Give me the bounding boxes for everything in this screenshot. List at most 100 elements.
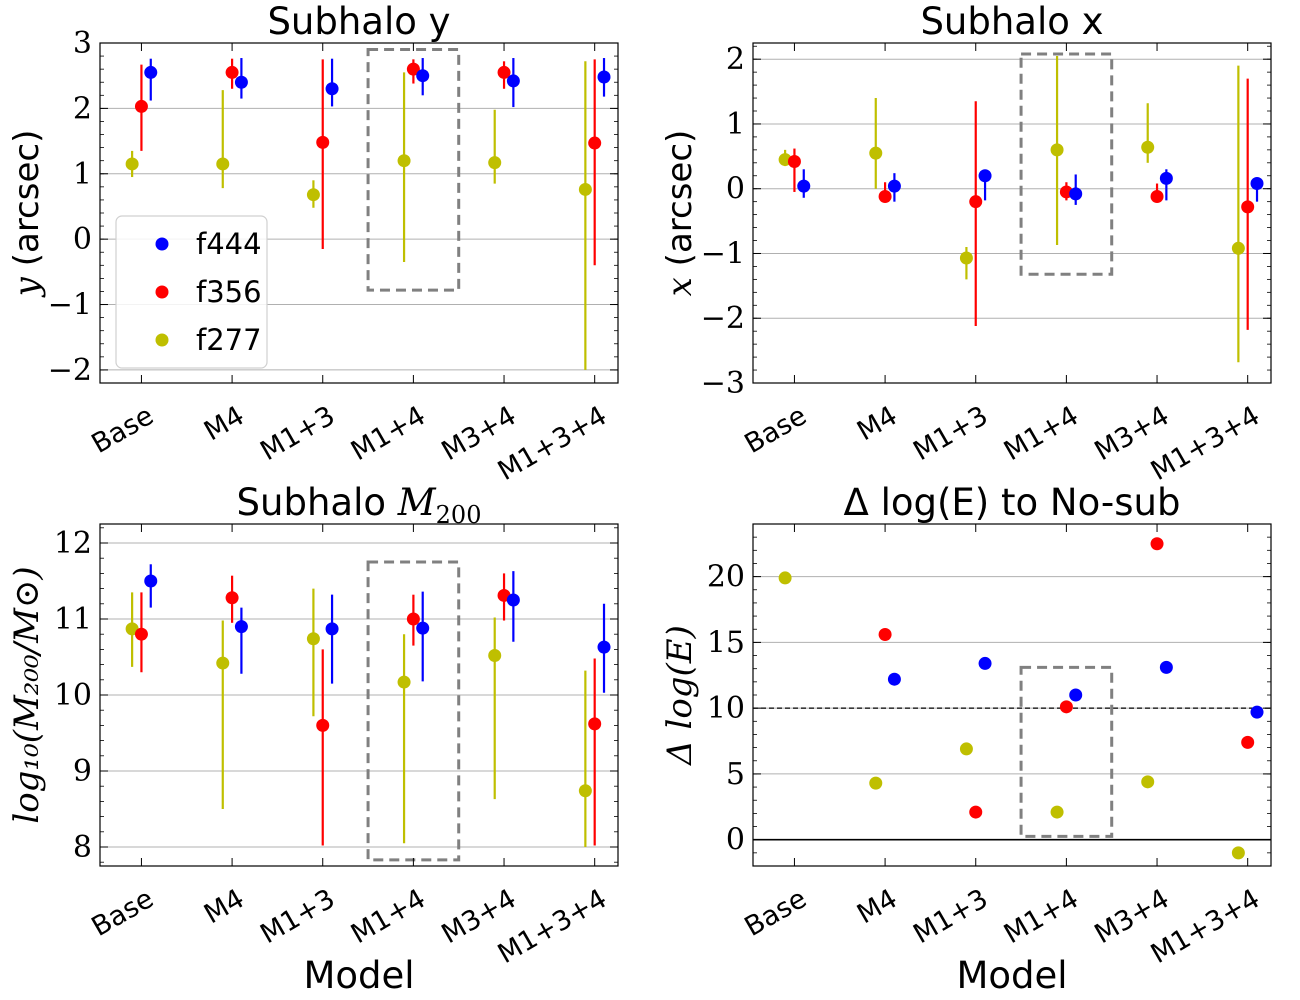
- point-f277: [1231, 846, 1245, 860]
- x-axis-label: Model: [956, 954, 1067, 997]
- ytick-label: 8: [73, 830, 92, 865]
- ytick-label: 20: [707, 560, 745, 595]
- highlight-box: [1019, 52, 1114, 276]
- legend-box: [115, 215, 268, 369]
- axes-frame: [752, 42, 1272, 384]
- point-f277: [125, 157, 139, 171]
- category-label: Base: [739, 883, 811, 943]
- point-f356: [878, 627, 892, 641]
- ytick-label: 11: [54, 602, 92, 637]
- point-f356: [1150, 189, 1164, 203]
- point-f356: [1241, 200, 1255, 214]
- ytick-label: −3: [701, 366, 745, 401]
- point-f444: [597, 640, 611, 654]
- point-f444: [1069, 187, 1083, 201]
- point-f356: [134, 99, 148, 113]
- category-label: Base: [86, 883, 158, 943]
- point-f444: [234, 620, 248, 634]
- point-f277: [216, 157, 230, 171]
- point-f277: [1050, 143, 1064, 157]
- legend-label-f444: f444: [196, 227, 262, 261]
- point-f444: [1069, 688, 1083, 702]
- highlight-box: [1019, 665, 1114, 838]
- point-f356: [225, 65, 239, 79]
- point-f444: [144, 574, 158, 588]
- ytick-label: 0: [726, 172, 745, 207]
- point-f444: [978, 656, 992, 670]
- point-f356: [406, 612, 420, 626]
- point-f444: [887, 672, 901, 686]
- point-f356: [878, 189, 892, 203]
- point-f356: [588, 717, 602, 731]
- ytick-label: 9: [73, 754, 92, 789]
- category-label: M1+4: [999, 883, 1084, 950]
- point-f444: [506, 593, 520, 607]
- ytick-label: 0: [73, 222, 92, 257]
- point-f444: [325, 82, 339, 96]
- point-f444: [597, 70, 611, 84]
- category-label: M1+3: [908, 883, 993, 950]
- legend-marker-f356: [155, 285, 169, 299]
- chart-title: Subhalo M200: [237, 481, 482, 529]
- point-f277: [578, 182, 592, 196]
- point-f277: [397, 675, 411, 689]
- y-axis-label: Δ log(E): [660, 625, 700, 767]
- point-f277: [306, 632, 320, 646]
- point-f444: [797, 179, 811, 193]
- category-label: M1+3: [908, 400, 993, 467]
- point-f356: [316, 718, 330, 732]
- point-f356: [134, 627, 148, 641]
- point-f356: [969, 805, 983, 819]
- category-label: M1+4: [999, 400, 1084, 467]
- ytick-label: 15: [707, 625, 745, 660]
- point-f277: [1141, 775, 1155, 789]
- legend-label-f356: f356: [196, 275, 262, 309]
- point-f277: [397, 154, 411, 168]
- ytick-label: 12: [54, 526, 92, 561]
- category-label: M1+4: [346, 883, 431, 950]
- point-f444: [1250, 705, 1264, 719]
- category-label: M4: [852, 883, 903, 930]
- category-label: M1+4: [346, 400, 431, 467]
- point-f356: [588, 136, 602, 150]
- point-f277: [959, 742, 973, 756]
- point-f444: [1159, 171, 1173, 185]
- point-f356: [1241, 735, 1255, 749]
- axes-frame: [752, 523, 1272, 867]
- legend: f444 f356 f277: [115, 215, 268, 369]
- category-label: Base: [739, 400, 811, 460]
- point-f444: [887, 179, 901, 193]
- point-f444: [416, 621, 430, 635]
- highlight-box: [366, 48, 461, 292]
- chart-title: Δ log(E) to No-sub: [844, 481, 1181, 524]
- point-f277: [578, 784, 592, 798]
- point-f277: [869, 146, 883, 160]
- point-f277: [778, 571, 792, 585]
- category-label: M4: [199, 400, 250, 447]
- point-f277: [959, 251, 973, 265]
- y-axis-label: log₁₀(M₂₀₀/M⊙): [7, 566, 47, 823]
- point-f277: [1050, 805, 1064, 819]
- point-f277: [488, 156, 502, 170]
- ytick-label: 10: [54, 678, 92, 713]
- ytick-label: 10: [707, 691, 745, 726]
- y-axis-label: y (arcsec): [7, 130, 47, 299]
- ytick-label: −1: [701, 236, 745, 271]
- point-f356: [1059, 700, 1073, 714]
- y-axis-label: x (arcsec): [660, 130, 700, 297]
- category-label: M1+3: [255, 400, 340, 467]
- category-label: M1+3: [255, 883, 340, 950]
- point-f444: [144, 65, 158, 79]
- point-f277: [1141, 140, 1155, 154]
- point-f277: [1231, 241, 1245, 255]
- ytick-label: 2: [726, 42, 745, 77]
- x-axis-label: Model: [303, 954, 414, 997]
- point-f277: [216, 656, 230, 670]
- chart-title: Subhalo x: [920, 0, 1103, 43]
- ytick-label: 5: [726, 757, 745, 792]
- ytick-label: −2: [701, 301, 745, 336]
- point-f356: [497, 65, 511, 79]
